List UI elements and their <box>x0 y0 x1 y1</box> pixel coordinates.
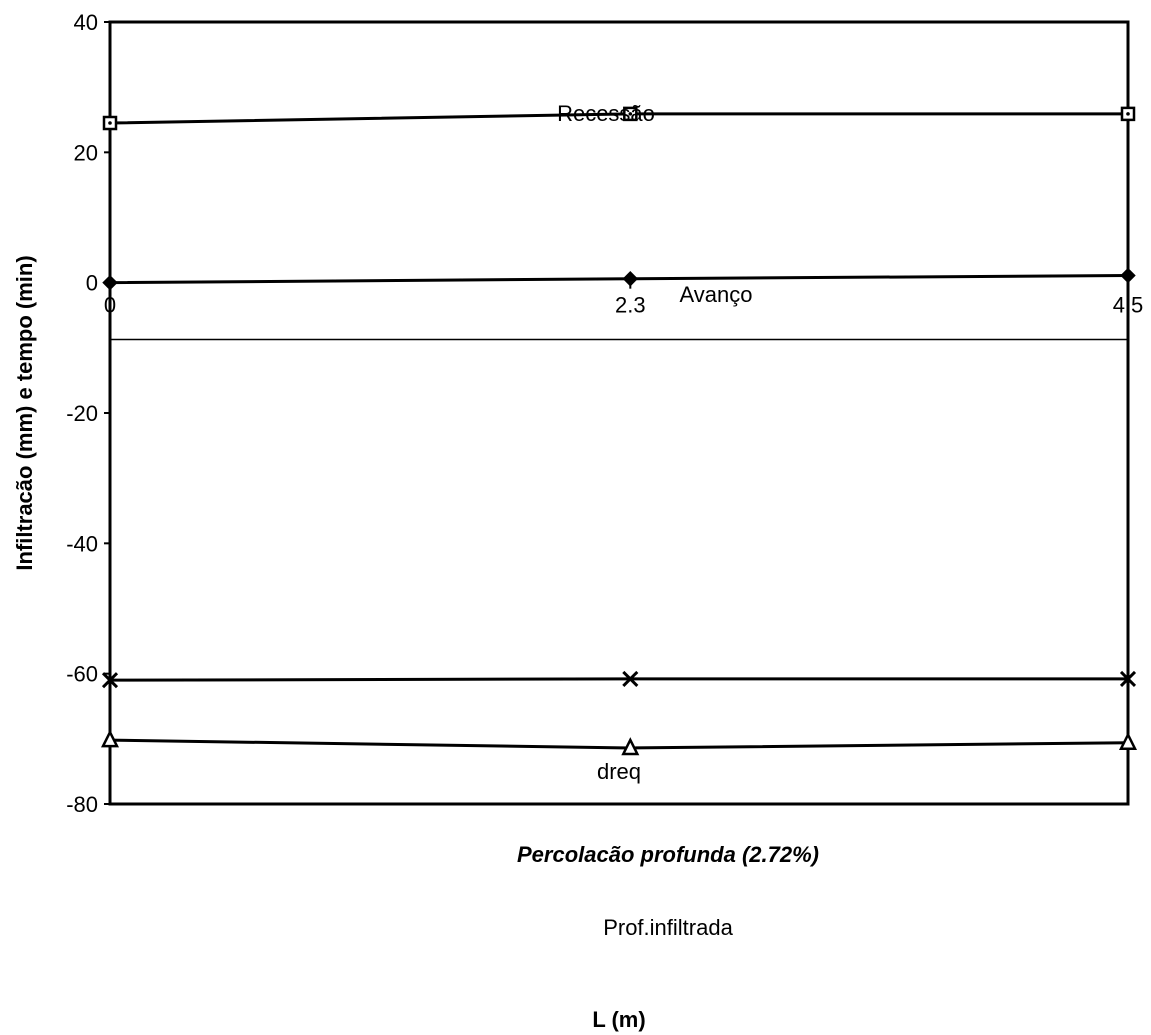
y-tick-label: 40 <box>74 10 98 35</box>
y-tick-label: 20 <box>74 140 98 165</box>
y-tick-label: -60 <box>66 662 98 687</box>
marker-dot <box>628 112 633 116</box>
data-point-marker <box>622 670 639 687</box>
series-label-avanco: Avanço <box>680 282 753 307</box>
data-point-marker <box>1120 267 1136 284</box>
marker-dot <box>1126 112 1130 116</box>
series-line <box>109 273 1129 285</box>
y-tick-label: -40 <box>66 531 98 556</box>
x-axis-title: L (m) <box>592 1007 645 1032</box>
series-label-recessao: Recessão <box>557 101 655 126</box>
series-label-prof-infiltrada: Prof.infiltrada <box>603 915 733 940</box>
data-point-marker <box>101 672 119 689</box>
data-point-marker <box>100 729 120 748</box>
data-point-marker <box>102 274 118 291</box>
series-line <box>109 677 1128 682</box>
y-axis-ticks: 40 20 0 -20 -40 -60 -80 <box>66 10 110 817</box>
x-tick-label: 0 <box>104 293 116 318</box>
y-tick-label: -20 <box>66 401 98 426</box>
series-group <box>100 106 1138 756</box>
percolation-annotation: Percolacão profunda (2.72%) <box>517 842 819 867</box>
data-point-marker <box>621 737 640 756</box>
plot-frame <box>108 20 1130 806</box>
x-tick-label: 2.3 <box>615 293 646 318</box>
y-tick-label: 0 <box>86 271 98 296</box>
marker-dot <box>108 121 112 125</box>
data-point-marker <box>1118 731 1138 750</box>
x-axis-ticks: 0 2.3 4.5 <box>104 282 1144 318</box>
data-point-marker <box>622 271 639 287</box>
y-axis-title: Infiltracão (mm) e tempo (min) <box>12 255 37 570</box>
data-point-marker <box>1119 670 1137 687</box>
x-tick-label: 4.5 <box>1113 293 1144 318</box>
series-label-dreq: dreq <box>597 759 641 784</box>
series-line <box>109 738 1129 750</box>
y-tick-label: -80 <box>66 792 98 817</box>
